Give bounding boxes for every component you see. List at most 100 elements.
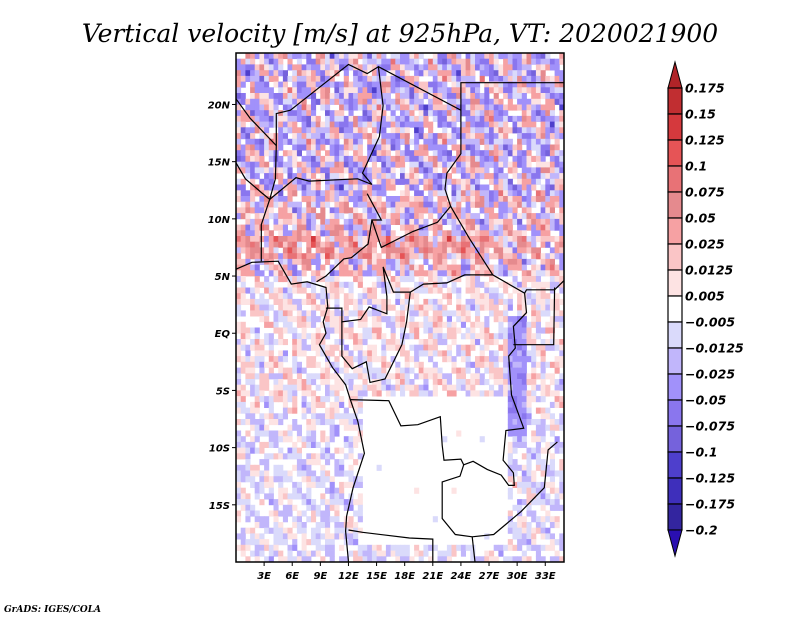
field-cell xyxy=(315,127,321,134)
field-cell xyxy=(475,93,481,100)
field-cell xyxy=(493,138,499,145)
field-cell xyxy=(535,58,541,65)
field-cell xyxy=(371,184,377,191)
field-cell xyxy=(559,350,564,357)
field-cell xyxy=(236,367,242,374)
field-cell xyxy=(325,516,331,523)
field-cell xyxy=(301,459,307,466)
field-cell xyxy=(353,75,359,82)
field-cell xyxy=(301,224,307,231)
field-cell xyxy=(311,241,317,248)
field-cell xyxy=(442,556,448,562)
field-cell xyxy=(362,247,368,254)
field-cell xyxy=(442,247,448,254)
field-cell xyxy=(273,253,279,260)
field-cell xyxy=(264,213,270,220)
field-cell xyxy=(460,150,466,157)
field-cell xyxy=(549,258,555,265)
field-cell xyxy=(493,58,499,65)
field-cell xyxy=(348,196,354,203)
field-cell xyxy=(315,476,321,483)
field-cell xyxy=(390,87,396,94)
field-cell xyxy=(320,93,326,100)
field-cell xyxy=(268,144,274,151)
field-cell xyxy=(254,173,260,180)
field-cell xyxy=(268,407,274,414)
field-cell xyxy=(535,464,541,471)
field-cell xyxy=(442,379,448,386)
field-cell xyxy=(498,293,504,300)
field-cell xyxy=(357,98,363,105)
field-cell xyxy=(259,379,265,386)
field-cell xyxy=(254,253,260,260)
field-cell xyxy=(418,93,424,100)
field-cell xyxy=(282,493,288,500)
field-cell xyxy=(475,287,481,294)
field-cell xyxy=(250,310,256,317)
field-cell xyxy=(320,344,326,351)
field-cell xyxy=(250,527,256,534)
field-cell xyxy=(357,407,363,414)
field-cell xyxy=(475,138,481,145)
field-cell xyxy=(507,453,513,460)
field-cell xyxy=(400,104,406,111)
field-cell xyxy=(437,201,443,208)
field-cell xyxy=(296,98,302,105)
field-cell xyxy=(535,373,541,380)
field-cell xyxy=(517,499,523,506)
field-cell xyxy=(348,167,354,174)
field-cell xyxy=(554,499,560,506)
field-cell xyxy=(526,544,532,551)
field-cell xyxy=(432,81,438,88)
field-cell xyxy=(531,155,537,162)
field-cell xyxy=(287,327,293,334)
field-cell xyxy=(559,258,564,265)
field-cell xyxy=(531,339,537,346)
field-cell xyxy=(554,155,560,162)
field-cell xyxy=(465,236,471,243)
field-cell xyxy=(385,184,391,191)
field-cell xyxy=(320,379,326,386)
field-cell xyxy=(432,173,438,180)
field-cell xyxy=(381,361,387,368)
field-cell xyxy=(264,58,270,65)
field-cell xyxy=(404,384,410,391)
field-cell xyxy=(465,138,471,145)
field-cell xyxy=(493,173,499,180)
field-cell xyxy=(259,441,265,448)
field-cell xyxy=(357,230,363,237)
field-cell xyxy=(559,70,564,77)
field-cell xyxy=(554,522,560,529)
field-cell xyxy=(287,241,293,248)
field-cell xyxy=(240,539,246,546)
field-cell xyxy=(339,121,345,128)
field-cell xyxy=(264,384,270,391)
field-cell xyxy=(540,144,546,151)
field-cell xyxy=(259,350,265,357)
field-cell xyxy=(353,58,359,65)
field-cell xyxy=(531,310,537,317)
field-cell xyxy=(446,298,452,305)
field-cell xyxy=(311,121,317,128)
field-cell xyxy=(470,258,476,265)
field-cell xyxy=(400,236,406,243)
field-cell xyxy=(353,230,359,237)
field-cell xyxy=(549,218,555,225)
field-cell xyxy=(456,75,462,82)
colorbar-box xyxy=(667,165,683,193)
field-cell xyxy=(409,150,415,157)
field-cell xyxy=(292,344,298,351)
field-cell xyxy=(367,384,373,391)
field-cell xyxy=(325,241,331,248)
field-cell xyxy=(498,178,504,185)
field-cell xyxy=(484,298,490,305)
field-cell xyxy=(507,138,513,145)
field-cell xyxy=(320,367,326,374)
field-cell xyxy=(503,327,509,334)
field-cell xyxy=(540,367,546,374)
field-cell xyxy=(540,350,546,357)
field-cell xyxy=(273,419,279,426)
field-cell xyxy=(400,390,406,397)
field-cell xyxy=(376,196,382,203)
field-cell xyxy=(245,430,251,437)
